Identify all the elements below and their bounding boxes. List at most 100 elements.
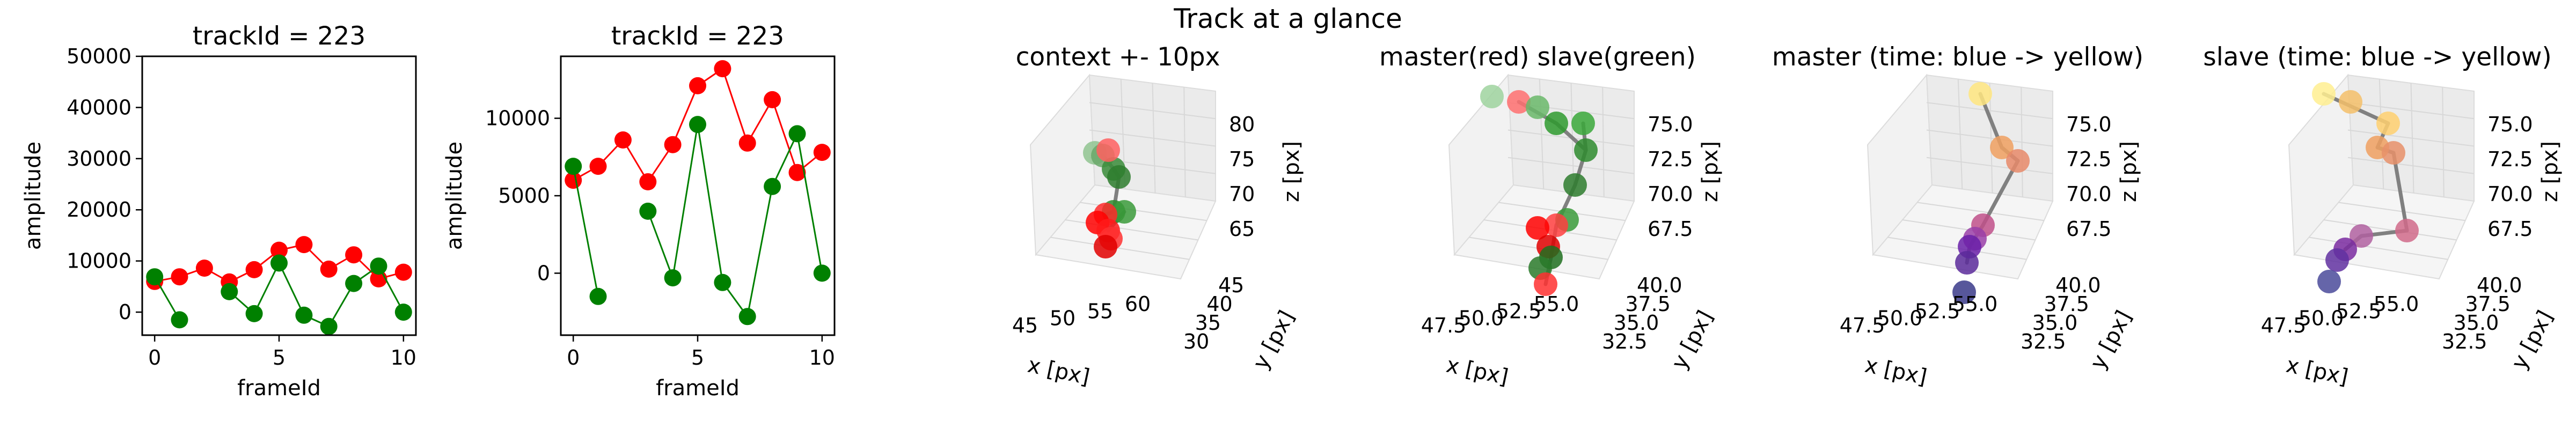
y-tick-label: 30 [1183,330,1209,353]
y-tick-label: 37.5 [2044,292,2089,316]
x-tick-label: 5 [273,346,286,369]
z-tick-label: 80 [1229,113,1255,136]
series-1-point [245,261,263,278]
x-tick-label: 52.5 [1496,299,1542,323]
series-2-point [689,116,706,134]
series-1-point [270,241,288,259]
scatter-point [1952,280,1976,304]
y-axis-label: y [px] [2507,307,2558,374]
grid-line [1926,157,2053,174]
scatter-point [2350,224,2373,248]
x-tick-label: 55.0 [2374,292,2419,316]
x-axis-label: frameId [237,376,321,401]
x-tick-label: 52.5 [2336,299,2382,323]
z-axis-label: z [px] [2538,141,2563,202]
chart-title: slave (time: blue -> yellow) [2203,42,2552,72]
z-tick-label: 67.5 [1648,217,1693,241]
series-2-point [245,305,263,322]
scatter-point [1113,200,1136,224]
z-axis-label: z [px] [1698,141,1723,202]
x-tick-label: 50.0 [1877,307,1923,330]
z-tick-label: 75.0 [2487,113,2533,136]
z-tick-label: 75.0 [1648,113,1693,136]
series-2-point [345,275,363,292]
z-axis-label: z [px] [1279,141,1304,202]
scatter-point [1480,85,1504,108]
y-tick-label: 0 [119,300,131,324]
scatter-point [2325,248,2349,272]
scatter-point [1574,138,1598,162]
x-tick-label: 5 [691,346,704,369]
grid-line [1917,202,2044,221]
y-axis-label: y [px] [2085,307,2136,374]
scatter-point [1526,95,1549,119]
scatter-point [1096,138,1120,162]
series-2-point [370,257,387,275]
grid-line [1507,157,1635,174]
scatter-point [2317,270,2341,293]
figure-suptitle: Track at a glance [1173,3,1402,34]
x-tick-label: 47.5 [1840,314,1885,337]
scatter-point [1094,235,1117,258]
x-tick-label: 55.0 [1952,292,1998,316]
scatter3d-slave-time: 47.550.052.555.0 32.535.037.540.0 67.5 70.0… [2203,42,2563,390]
grid-line [1887,236,2027,260]
grid-line [2309,236,2448,260]
z-axis-label: z [px] [2117,141,2141,202]
x-axis-label: x [px] [1863,353,1929,390]
series-2-point [589,287,607,305]
series-2-point [764,177,781,195]
series-2-point [813,264,831,282]
series-2-point [221,283,238,300]
scatter-point [2382,141,2405,165]
z-tick-label: 70.0 [2487,182,2533,206]
trajectory-line [1981,159,2020,227]
scatter-point [1968,82,1992,106]
series-1-point [195,260,213,277]
series-2-point [788,125,806,143]
series-1-point [295,236,313,254]
y-tick-label: 30000 [67,147,131,171]
y-tick-label: 40000 [67,95,131,119]
series-1-point [345,246,363,264]
grid-line [2021,87,2023,197]
x-tick-label: 55 [1087,299,1113,323]
series-1-point [813,144,831,161]
z-tick-label: 70 [1229,182,1255,206]
z-tick-label: 72.5 [1648,147,1693,171]
scatter-point [1545,213,1568,237]
scatter-point [1545,112,1568,135]
z-tick-label: 72.5 [2066,147,2112,171]
series-2-point [738,308,756,326]
x-tick-label: 60 [1125,292,1151,316]
grid-line [2442,87,2445,197]
grid-line [2347,129,2475,147]
scatter3d-master-slave: 47.550.052.555.0 32.535.037.540.0 67.5 70.0… [1379,42,1723,390]
series-2-point [295,306,313,324]
series-1-point [394,263,412,281]
series-2-line [572,124,823,319]
y-axis-label: amplitude [442,142,467,250]
grid-line [1183,87,1186,197]
x-axis-label: x [px] [1026,353,1092,390]
y-tick-label: 35 [1195,311,1221,335]
y-tick-label: 40.0 [2477,273,2522,297]
grid-line [1050,236,1190,260]
scatter-point [1526,216,1549,240]
line-chart-1: 0 5 10 0 10000 20000 30000 40000 50000 trackId = … [21,21,417,401]
series-2-point [394,304,412,321]
y-tick-label: 37.5 [2465,292,2511,316]
series-1-point [171,268,188,286]
pane-floor [1035,184,1217,280]
series-2-point [639,202,657,220]
scatter-point [2006,149,2030,173]
z-tick-label: 75 [1229,147,1255,171]
scatter-point [2376,112,2400,135]
scatter-point [1507,90,1531,114]
y-tick-label: 0 [537,261,550,285]
scatter-point [1107,165,1131,189]
series-1-point [664,136,682,153]
scatter-point [2312,82,2336,106]
y-axis-label: y [px] [1248,307,1299,374]
